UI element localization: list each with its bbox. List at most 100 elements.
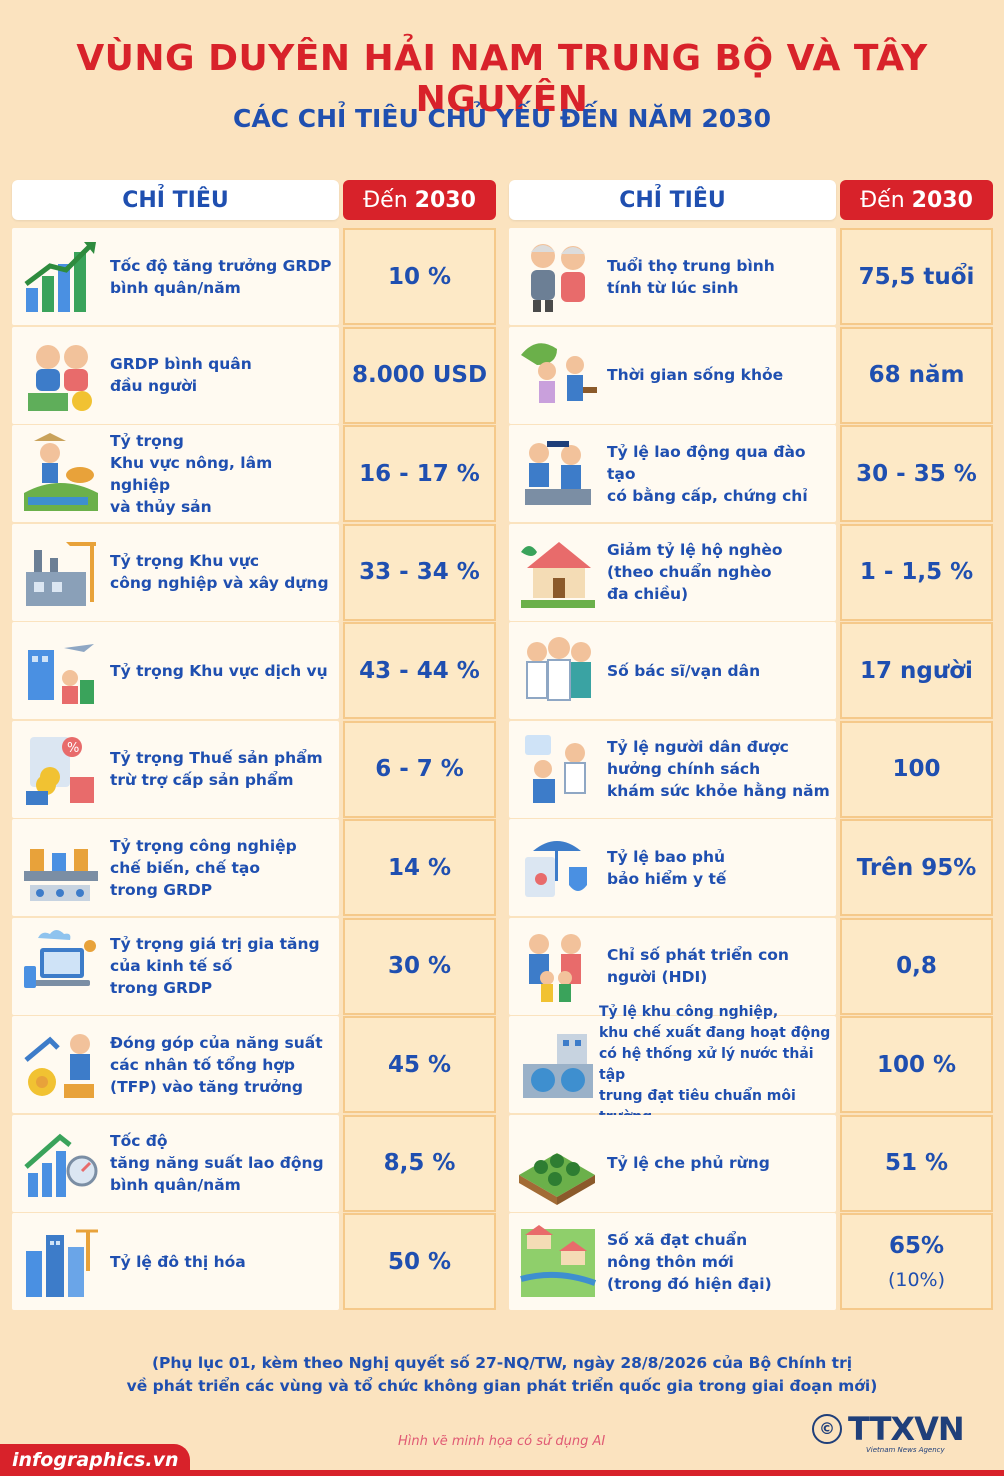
indicator-label: Tỷ lệ đô thị hóa bbox=[110, 1252, 246, 1271]
indicator-label-cell: Tỷ trọng Khu vực công nghiệp và xây dựng bbox=[12, 523, 339, 621]
indicator-label: Tỷ trọng giá trị gia tăng của kinh tế số… bbox=[110, 935, 320, 997]
page-subtitle: CÁC CHỈ TIÊU CHỦ YẾU ĐẾN NĂM 2030 bbox=[232, 104, 771, 133]
indicator-label-cell: Tỷ lệ lao động qua đào tạo có bằng cấp, … bbox=[509, 425, 836, 522]
indicator-value-sub: (10%) bbox=[887, 1268, 946, 1291]
indicator-label-cell: Tốc độ tăng năng suất lao động bình quân… bbox=[12, 1114, 339, 1212]
indicator-value: 68 năm bbox=[868, 362, 965, 388]
indicator-label-cell: Chỉ số phát triển con người (HDI) bbox=[509, 917, 836, 1015]
forest-icon bbox=[519, 1152, 595, 1205]
brand-logo: TTXVN bbox=[848, 1410, 965, 1448]
indicator-value: 30 % bbox=[387, 953, 452, 979]
labor-productivity-icon bbox=[24, 1133, 98, 1197]
indicator-value-cell: 6 - 7 % bbox=[343, 720, 496, 818]
indicator-value-cell: 51 % bbox=[840, 1114, 993, 1212]
indicator-value-cell: 45 % bbox=[343, 1016, 496, 1113]
indicator-value-cell: 68 năm bbox=[840, 326, 993, 424]
water-treatment-icon bbox=[523, 1034, 593, 1098]
productivity-icon bbox=[24, 1034, 94, 1098]
insurance-icon bbox=[525, 841, 587, 897]
indicator-label: Tốc độ tăng trưởng GRDP bình quân/năm bbox=[110, 256, 332, 297]
indicator-value: 1 - 1,5 % bbox=[859, 559, 974, 585]
urban-icon bbox=[26, 1229, 98, 1297]
services-icon bbox=[28, 644, 94, 704]
footnote: (Phụ lục 01, kèm theo Nghị quyết số 27-N… bbox=[0, 1352, 1004, 1398]
indicator-label-cell: Số bác sĩ/vạn dân bbox=[509, 622, 836, 719]
brand-subtitle: Vietnam News Agency bbox=[866, 1446, 945, 1454]
indicator-value: 14 % bbox=[387, 854, 452, 881]
indicator-label-cell: Tỷ trọng giá trị gia tăng của kinh tế số… bbox=[12, 917, 339, 1015]
indicator-label-cell: Tỷ trọng công nghiệp chế biến, chế tạo t… bbox=[12, 819, 339, 916]
indicator-label-cell: Tuổi thọ trung bình tính từ lúc sinh bbox=[509, 228, 836, 325]
header-year-prefix: Đến bbox=[860, 188, 905, 213]
growth-chart-icon bbox=[24, 242, 96, 312]
indicator-value: 100 % bbox=[876, 1051, 957, 1078]
indicator-value-cell: 1 - 1,5 % bbox=[840, 523, 993, 621]
indicator-value: 8,5 % bbox=[383, 1150, 456, 1176]
indicator-label: Tỷ trọng Khu vực công nghiệp và xây dựng bbox=[110, 552, 329, 592]
indicator-value: 30 - 35 % bbox=[856, 460, 977, 487]
indicator-value-cell: 100 % bbox=[840, 1016, 993, 1113]
village-icon bbox=[520, 1225, 597, 1297]
svg-text:%: % bbox=[67, 741, 79, 756]
indicator-value: 50 % bbox=[387, 1248, 452, 1275]
indicator-value: 0,8 bbox=[896, 953, 937, 979]
healthy-life-icon bbox=[521, 342, 597, 403]
indicator-value: 17 người bbox=[860, 657, 973, 684]
indicator-value-cell: 75,5 tuổi bbox=[840, 228, 993, 325]
indicator-label: Số xã đạt chuẩn nông thôn mới (trong đó … bbox=[607, 1230, 772, 1293]
indicator-value-cell: 0,8 bbox=[840, 917, 993, 1015]
manufacturing-icon bbox=[24, 849, 98, 901]
indicator-value-cell: 33 - 34 % bbox=[343, 523, 496, 621]
family-icon bbox=[529, 933, 581, 1002]
indicator-value: 51 % bbox=[884, 1150, 949, 1176]
factory-icon bbox=[26, 541, 96, 606]
indicator-label: Giảm tỷ lệ hộ nghèo (theo chuẩn nghèo đa… bbox=[607, 541, 783, 603]
indicator-label-cell: Số xã đạt chuẩn nông thôn mới (trong đó … bbox=[509, 1213, 836, 1310]
indicator-label: Tỷ lệ người dân được hưởng chính sách kh… bbox=[607, 738, 830, 800]
health-check-icon bbox=[525, 734, 586, 803]
header-year: Đến 2030 bbox=[840, 180, 993, 220]
indicator-value: 33 - 34 % bbox=[359, 559, 480, 585]
indicator-label-cell: Tỷ trọng Khu vực dịch vụ bbox=[12, 622, 339, 719]
indicator-label-cell: Tỷ trọng Khu vực nông, lâm nghiệp và thủ… bbox=[12, 425, 339, 522]
indicator-label-cell: Tỷ lệ bao phủ bảo hiểm y tế bbox=[509, 819, 836, 916]
indicator-value-cell: 50 % bbox=[343, 1213, 496, 1310]
indicator-value-cell: 8.000 USD bbox=[343, 326, 496, 424]
header-indicator-label: CHỈ TIÊU bbox=[12, 180, 339, 220]
house-icon bbox=[521, 541, 595, 608]
digital-economy-icon bbox=[24, 929, 96, 988]
indicator-value-cell: 10 % bbox=[343, 228, 496, 325]
indicator-label: Tỷ lệ lao động qua đào tạo có bằng cấp, … bbox=[607, 442, 808, 505]
indicator-label-cell: Đóng góp của năng suất các nhân tố tổng … bbox=[12, 1016, 339, 1113]
indicator-value-cell: 30 % bbox=[343, 917, 496, 1015]
indicator-label: Tỷ trọng Khu vực nông, lâm nghiệp và thủ… bbox=[110, 431, 273, 516]
indicator-label: Tỷ trọng công nghiệp chế biến, chế tạo t… bbox=[110, 836, 297, 899]
indicator-label: Số bác sĩ/vạn dân bbox=[607, 661, 761, 680]
bottom-bar bbox=[0, 1470, 1004, 1476]
indicator-label: Thời gian sống khỏe bbox=[607, 366, 784, 384]
indicator-value: 45 % bbox=[387, 1051, 452, 1078]
agriculture-icon bbox=[24, 433, 98, 511]
indicator-label: Tỷ trọng Thuế sản phẩm trừ trợ cấp sản p… bbox=[110, 749, 323, 789]
indicator-value: 65% bbox=[888, 1232, 945, 1259]
copyright-icon: © bbox=[812, 1414, 842, 1444]
indicator-label: Tốc độ tăng năng suất lao động bình quân… bbox=[110, 1132, 324, 1194]
indicator-label: Chỉ số phát triển con người (HDI) bbox=[607, 946, 789, 986]
indicator-value-cell: 65% (10%) bbox=[840, 1213, 993, 1310]
indicator-value-cell: 14 % bbox=[343, 819, 496, 916]
header-year-value: 2030 bbox=[414, 188, 476, 213]
indicator-label: Tỷ trọng Khu vực dịch vụ bbox=[110, 661, 328, 680]
indicator-value-cell: 43 - 44 % bbox=[343, 622, 496, 719]
indicator-value-cell: 8,5 % bbox=[343, 1114, 496, 1212]
header-year-value: 2030 bbox=[911, 188, 973, 213]
elderly-couple-icon bbox=[531, 244, 585, 312]
indicator-label: Tỷ lệ bao phủ bảo hiểm y tế bbox=[607, 847, 727, 888]
header-indicator-label: CHỈ TIÊU bbox=[509, 180, 836, 220]
indicator-value-cell: Trên 95% bbox=[840, 819, 993, 916]
indicator-label-cell: GRDP bình quân đầu người bbox=[12, 326, 339, 424]
indicator-label: Đóng góp của năng suất các nhân tố tổng … bbox=[110, 1033, 323, 1096]
indicator-value: 8.000 USD bbox=[351, 362, 488, 388]
indicator-label-cell: Tỷ lệ khu công nghiệp, khu chế xuất đang… bbox=[509, 1004, 836, 1125]
indicator-label-cell: Tốc độ tăng trưởng GRDP bình quân/năm bbox=[12, 228, 339, 325]
ai-note: Hình vẽ minh họa có sử dụng AI bbox=[398, 1434, 606, 1449]
